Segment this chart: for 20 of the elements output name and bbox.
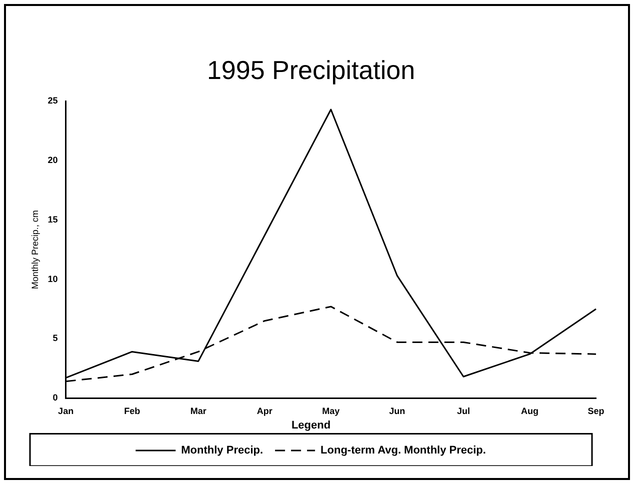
y-tick-label: 25 <box>48 96 58 106</box>
legend-title: Legend <box>291 419 331 432</box>
x-tick-label: Sep <box>588 406 605 416</box>
x-tick-label: Jul <box>456 406 470 416</box>
y-tick-label: 5 <box>52 333 58 344</box>
chart-title: 1995 Precipitation <box>206 54 416 85</box>
y-tick-label: 10 <box>48 274 58 284</box>
y-tick-label: 0 <box>52 392 58 402</box>
y-tick-label: 20 <box>48 155 58 166</box>
x-tick-label: May <box>322 406 340 416</box>
legend-label: Long-term Avg. Monthly Precip. <box>320 444 486 457</box>
x-tick-label: Jan <box>58 406 74 416</box>
x-tick-label: Aug <box>520 406 538 416</box>
y-tick-label: 15 <box>48 214 58 224</box>
x-tick-label: Jun <box>389 406 406 416</box>
x-tick-label: Apr <box>256 406 273 416</box>
legend-label: Monthly Precip. <box>181 444 264 457</box>
y-axis-title: Monthly Precip., cm <box>30 210 40 290</box>
x-tick-label: Feb <box>124 406 141 416</box>
x-tick-label: Mar <box>190 406 207 416</box>
